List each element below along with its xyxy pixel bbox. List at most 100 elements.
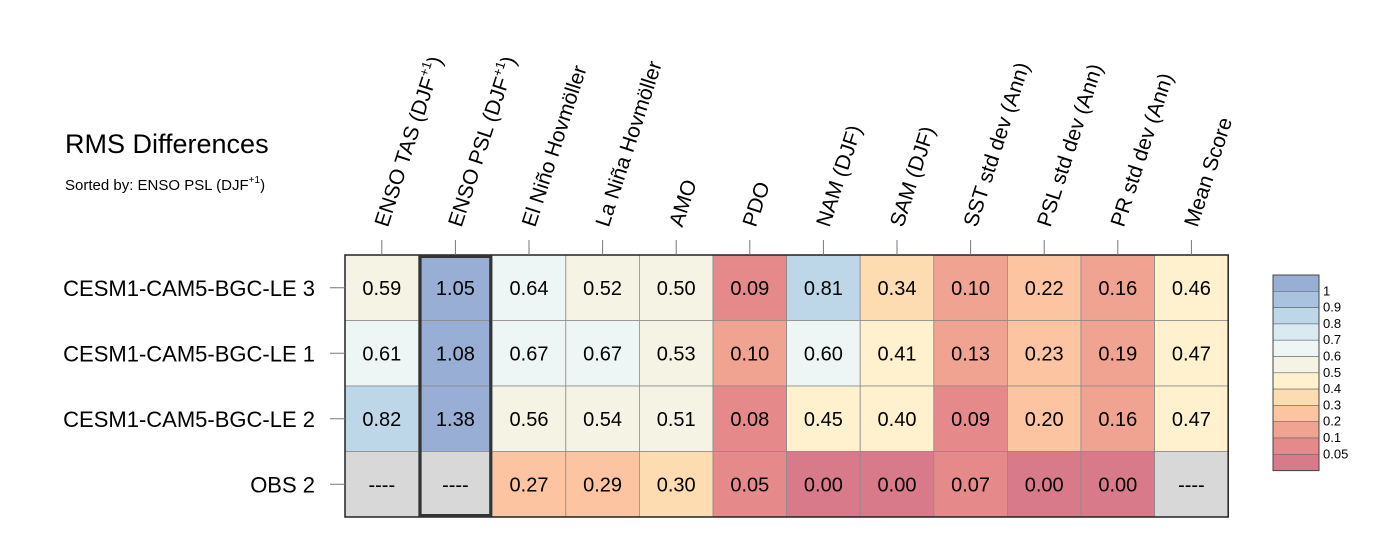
heatmap-cell — [786, 385, 861, 452]
heatmap-cell — [1154, 451, 1229, 518]
heatmap-cell — [859, 320, 935, 387]
heatmap-cell — [1080, 385, 1155, 452]
colorbar-swatch — [1272, 323, 1320, 341]
column-labels: ENSO TAS (DJF+1)ENSO PSL (DJF+1)El Niño … — [368, 53, 1237, 255]
heatmap-cell — [786, 320, 861, 387]
colorbar-swatch — [1272, 372, 1320, 390]
cell-value: 0.10 — [730, 343, 769, 365]
cell-value: 0.53 — [657, 343, 696, 365]
column-label: PR std dev (Ann) — [1107, 70, 1178, 229]
cell-value: 0.20 — [1025, 409, 1064, 431]
subtitle-suffix: ) — [260, 177, 265, 194]
cell-value: 0.47 — [1172, 343, 1211, 365]
column-label: ENSO PSL (DJF+1) — [441, 53, 521, 230]
heatmap-border — [344, 254, 1229, 518]
heatmap-cell — [639, 320, 714, 387]
sorted-column-highlight — [418, 255, 493, 517]
cell-value: 0.13 — [951, 343, 990, 365]
heatmap-cell — [1007, 254, 1082, 321]
heatmap-cell — [344, 254, 419, 321]
colorbar-swatch — [1272, 437, 1320, 455]
heatmap-cell — [344, 385, 419, 452]
cell-value: 0.64 — [510, 278, 549, 300]
heatmap-cell — [1080, 320, 1155, 387]
cell-value: 0.23 — [1025, 343, 1064, 365]
chart-subtitle: Sorted by: ENSO PSL (DJF+1) — [65, 175, 265, 194]
heatmap-cell — [712, 320, 787, 387]
colorbar-label: 0.3 — [1323, 397, 1341, 412]
heatmap-cell — [1080, 451, 1155, 518]
colorbar-label: 0.1 — [1323, 430, 1341, 445]
heatmap-cell — [344, 451, 419, 518]
colorbar-label: 0.2 — [1323, 414, 1341, 429]
row-label: CESM1-CAM5-BGC-LE 1 — [63, 341, 315, 366]
heatmap-cell — [933, 451, 1008, 518]
cell-value: ---- — [368, 474, 395, 496]
colorbar-label: 0.4 — [1323, 381, 1341, 396]
heatmap-cell — [1154, 254, 1229, 321]
cell-value: 0.40 — [878, 409, 917, 431]
cell-value: 0.08 — [730, 409, 769, 431]
column-label: La Niña Hovmöller — [591, 58, 666, 229]
heatmap-cell — [565, 451, 640, 518]
colorbar-label: 0.05 — [1323, 446, 1348, 461]
cell-value: 0.10 — [951, 278, 990, 300]
row-labels: CESM1-CAM5-BGC-LE 3 CESM1-CAM5-BGC-LE 1 CE… — [63, 276, 345, 497]
cell-value: 0.60 — [804, 343, 843, 365]
cell-value: 0.82 — [362, 409, 401, 431]
column-label: Mean Score — [1180, 115, 1237, 230]
cell-value: 0.59 — [362, 278, 401, 300]
heatmap-cell — [491, 451, 567, 518]
colorbar-swatch — [1272, 290, 1320, 308]
cell-value: 0.00 — [804, 474, 843, 496]
colorbar-swatch — [1272, 339, 1320, 357]
colorbar-label: 0.5 — [1323, 365, 1341, 380]
colorbar-label: 0.8 — [1323, 316, 1341, 331]
cell-value: 0.61 — [362, 343, 401, 365]
heatmap-cell — [639, 254, 714, 321]
colorbar-swatch — [1272, 421, 1320, 439]
cell-value: 0.30 — [657, 474, 696, 496]
cell-value: 0.81 — [804, 278, 843, 300]
column-label: AMO — [665, 177, 702, 230]
cell-value: 0.00 — [1098, 474, 1137, 496]
heatmap-cell — [491, 320, 567, 387]
cell-value: 0.16 — [1098, 409, 1137, 431]
column-label: ENSO TAS (DJF+1) — [368, 53, 448, 230]
heatmap-cell — [859, 254, 935, 321]
cell-value: 0.05 — [730, 474, 769, 496]
cell-value: 1.38 — [436, 409, 475, 431]
cell-value: 0.00 — [878, 474, 917, 496]
heatmap-cell — [418, 254, 493, 321]
heatmap-cell — [418, 451, 493, 518]
column-label: El Niño Hovmöller — [518, 63, 592, 230]
colorbar-label: 0.7 — [1323, 332, 1341, 347]
colorbar-label: 0.6 — [1323, 349, 1341, 364]
subtitle-prefix: Sorted by: ENSO PSL (DJF — [65, 177, 249, 194]
cell-value: 0.45 — [804, 409, 843, 431]
colorbar: 1 0.90.80.7 0.60.50.40.3 0.20.10.05 — [1272, 274, 1348, 472]
row-label: OBS 2 — [250, 472, 315, 497]
cell-value: 0.16 — [1098, 278, 1137, 300]
heatmap-cell — [639, 385, 714, 452]
cell-value: 0.09 — [951, 409, 990, 431]
heatmap-cell — [491, 385, 567, 452]
column-label: PDO — [739, 179, 775, 229]
colorbar-swatch — [1272, 388, 1320, 406]
heatmap-cell — [712, 254, 787, 321]
cell-value: 0.67 — [583, 343, 622, 365]
colorbar-border — [1272, 274, 1320, 472]
colorbar-swatch — [1272, 453, 1320, 471]
colorbar-swatch — [1272, 307, 1320, 325]
colorbar-label: 1 — [1323, 283, 1330, 298]
cell-value: 0.47 — [1172, 409, 1211, 431]
row-label: CESM1-CAM5-BGC-LE 3 — [63, 276, 315, 301]
column-label: PSL std dev (Ann) — [1033, 61, 1107, 229]
chart-title: RMS Differences — [65, 129, 269, 159]
column-label: SAM (DJF) — [886, 124, 940, 230]
cell-value: 0.34 — [878, 278, 917, 300]
cell-value: 0.56 — [510, 409, 549, 431]
heatmap-cell — [565, 385, 640, 452]
